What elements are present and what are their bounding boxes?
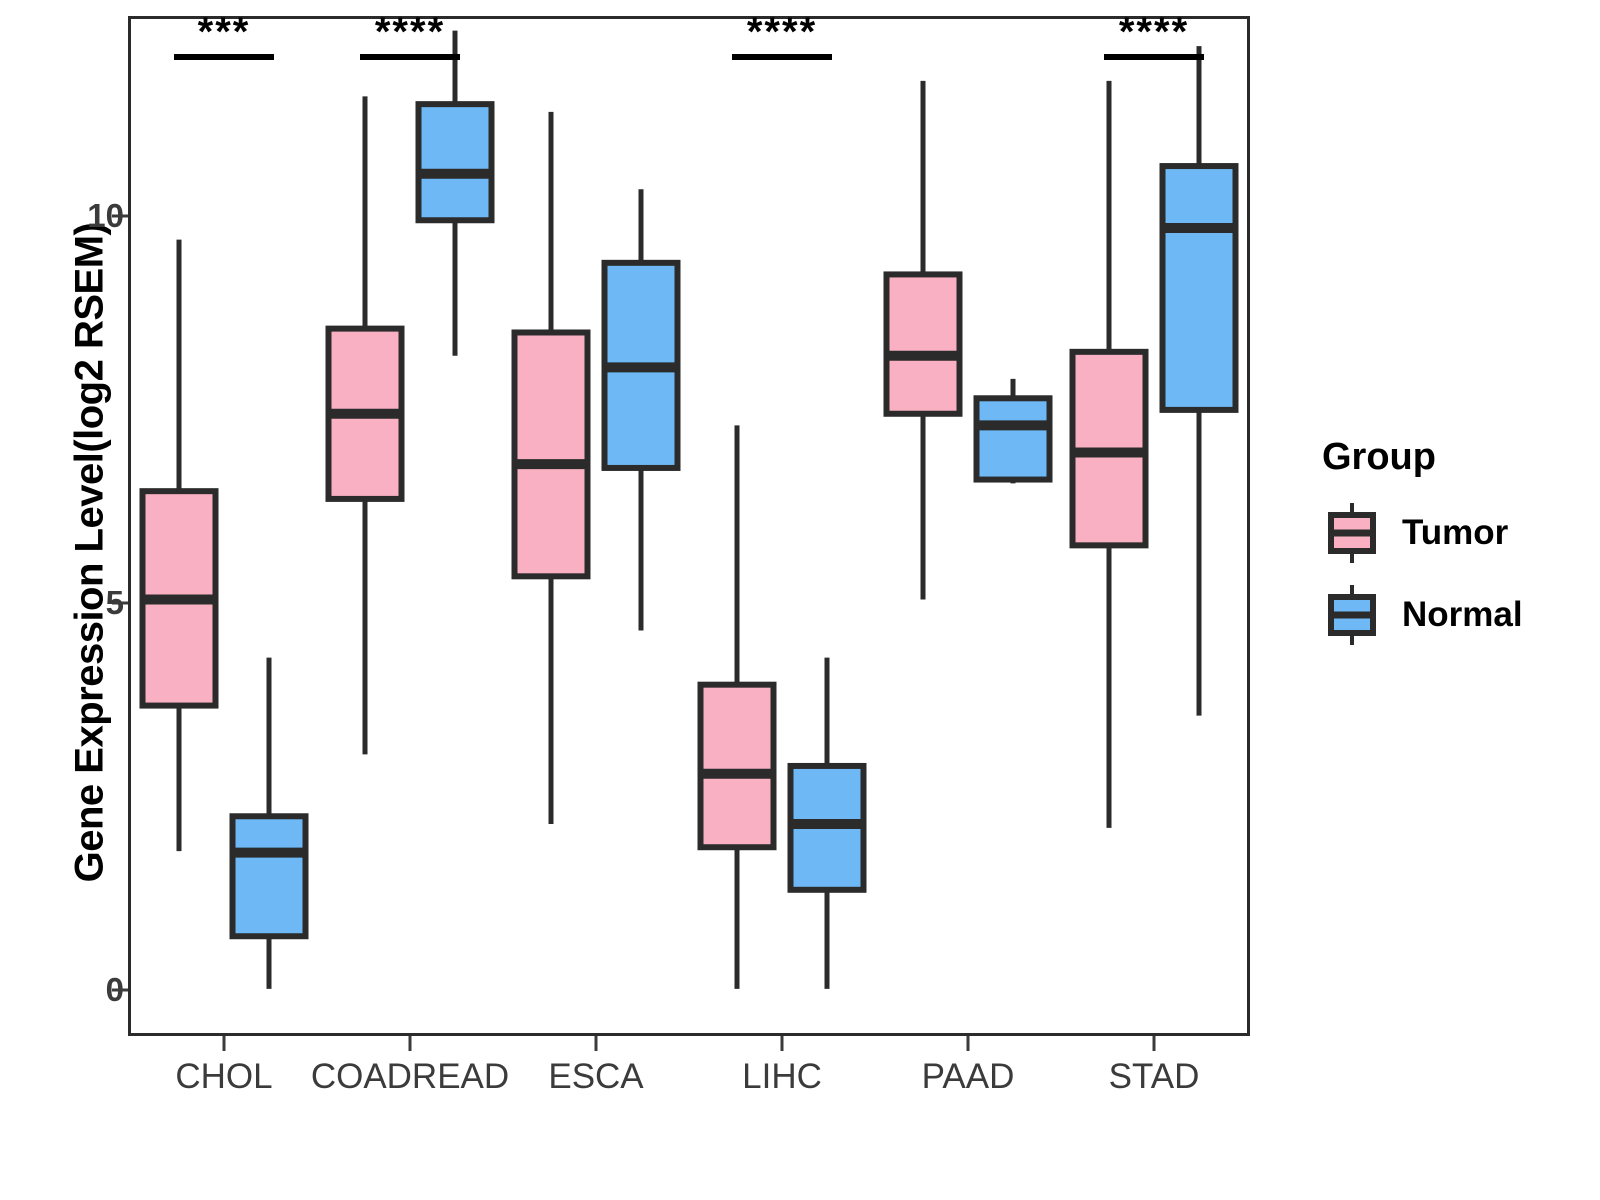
x-tick-label-paad: PAAD [921,1057,1015,1096]
legend-label: Tumor [1402,513,1509,552]
x-tick-mark [594,1036,598,1051]
y-tick-mark [112,601,128,605]
legend-label: Normal [1402,595,1523,634]
x-tick-mark [966,1036,970,1051]
significance-stars-stad: **** [1118,9,1190,54]
x-tick-mark [780,1036,784,1051]
significance-stars-chol: *** [197,9,251,54]
legend-entries: Tumor Normal [1322,501,1592,647]
legend-key-swatch [1322,583,1382,647]
legend-key-swatch [1322,501,1382,565]
box-rect [1159,163,1239,413]
y-tick-mark [112,214,128,218]
box-chol-normal [229,657,309,989]
box-rect [883,271,963,417]
box-paad-normal [973,378,1053,484]
legend-item-normal[interactable]: Normal [1322,583,1592,647]
x-tick-label-stad: STAD [1108,1057,1200,1096]
x-tick-label-esca: ESCA [548,1057,644,1096]
plot-area [131,19,1247,1033]
box-stad-normal [1159,46,1239,716]
significance-bar-coadread [360,53,460,60]
x-tick-mark [1152,1036,1156,1051]
box-esca-tumor [511,111,591,825]
x-tick-mark [408,1036,412,1051]
box-lihc-tumor [697,425,777,989]
box-lihc-normal [787,657,867,989]
box-rect [697,681,777,851]
box-rect [415,101,495,224]
boxplot-canvas [139,30,1239,989]
x-tick-label-lihc: LIHC [742,1057,822,1096]
x-tick-label-chol: CHOL [175,1057,273,1096]
significance-stars-coadread: **** [374,9,446,54]
x-tick-mark [222,1036,226,1051]
significance-bar-lihc [732,53,832,60]
legend-item-tumor[interactable]: Tumor [1322,501,1592,565]
box-rect [511,329,591,580]
significance-bar-chol [174,53,274,60]
box-esca-normal [601,189,681,631]
legend-title: Group [1322,436,1436,478]
box-rect [229,813,309,940]
y-axis-tick-group: 0 5 10 [0,0,128,1200]
legend: Group Tumor Normal [1322,436,1592,665]
y-tick-mark [112,988,128,992]
box-chol-tumor [139,239,219,852]
x-tick-label-coadread: COADREAD [310,1057,510,1096]
box-coadread-normal [415,30,495,356]
box-stad-tumor [1069,80,1149,828]
plot-panel [128,16,1250,1036]
significance-bar-stad [1104,53,1204,60]
box-paad-tumor [883,80,963,600]
box-rect [973,395,1053,483]
significance-stars-lihc: **** [746,9,818,54]
box-coadread-tumor [325,96,405,755]
